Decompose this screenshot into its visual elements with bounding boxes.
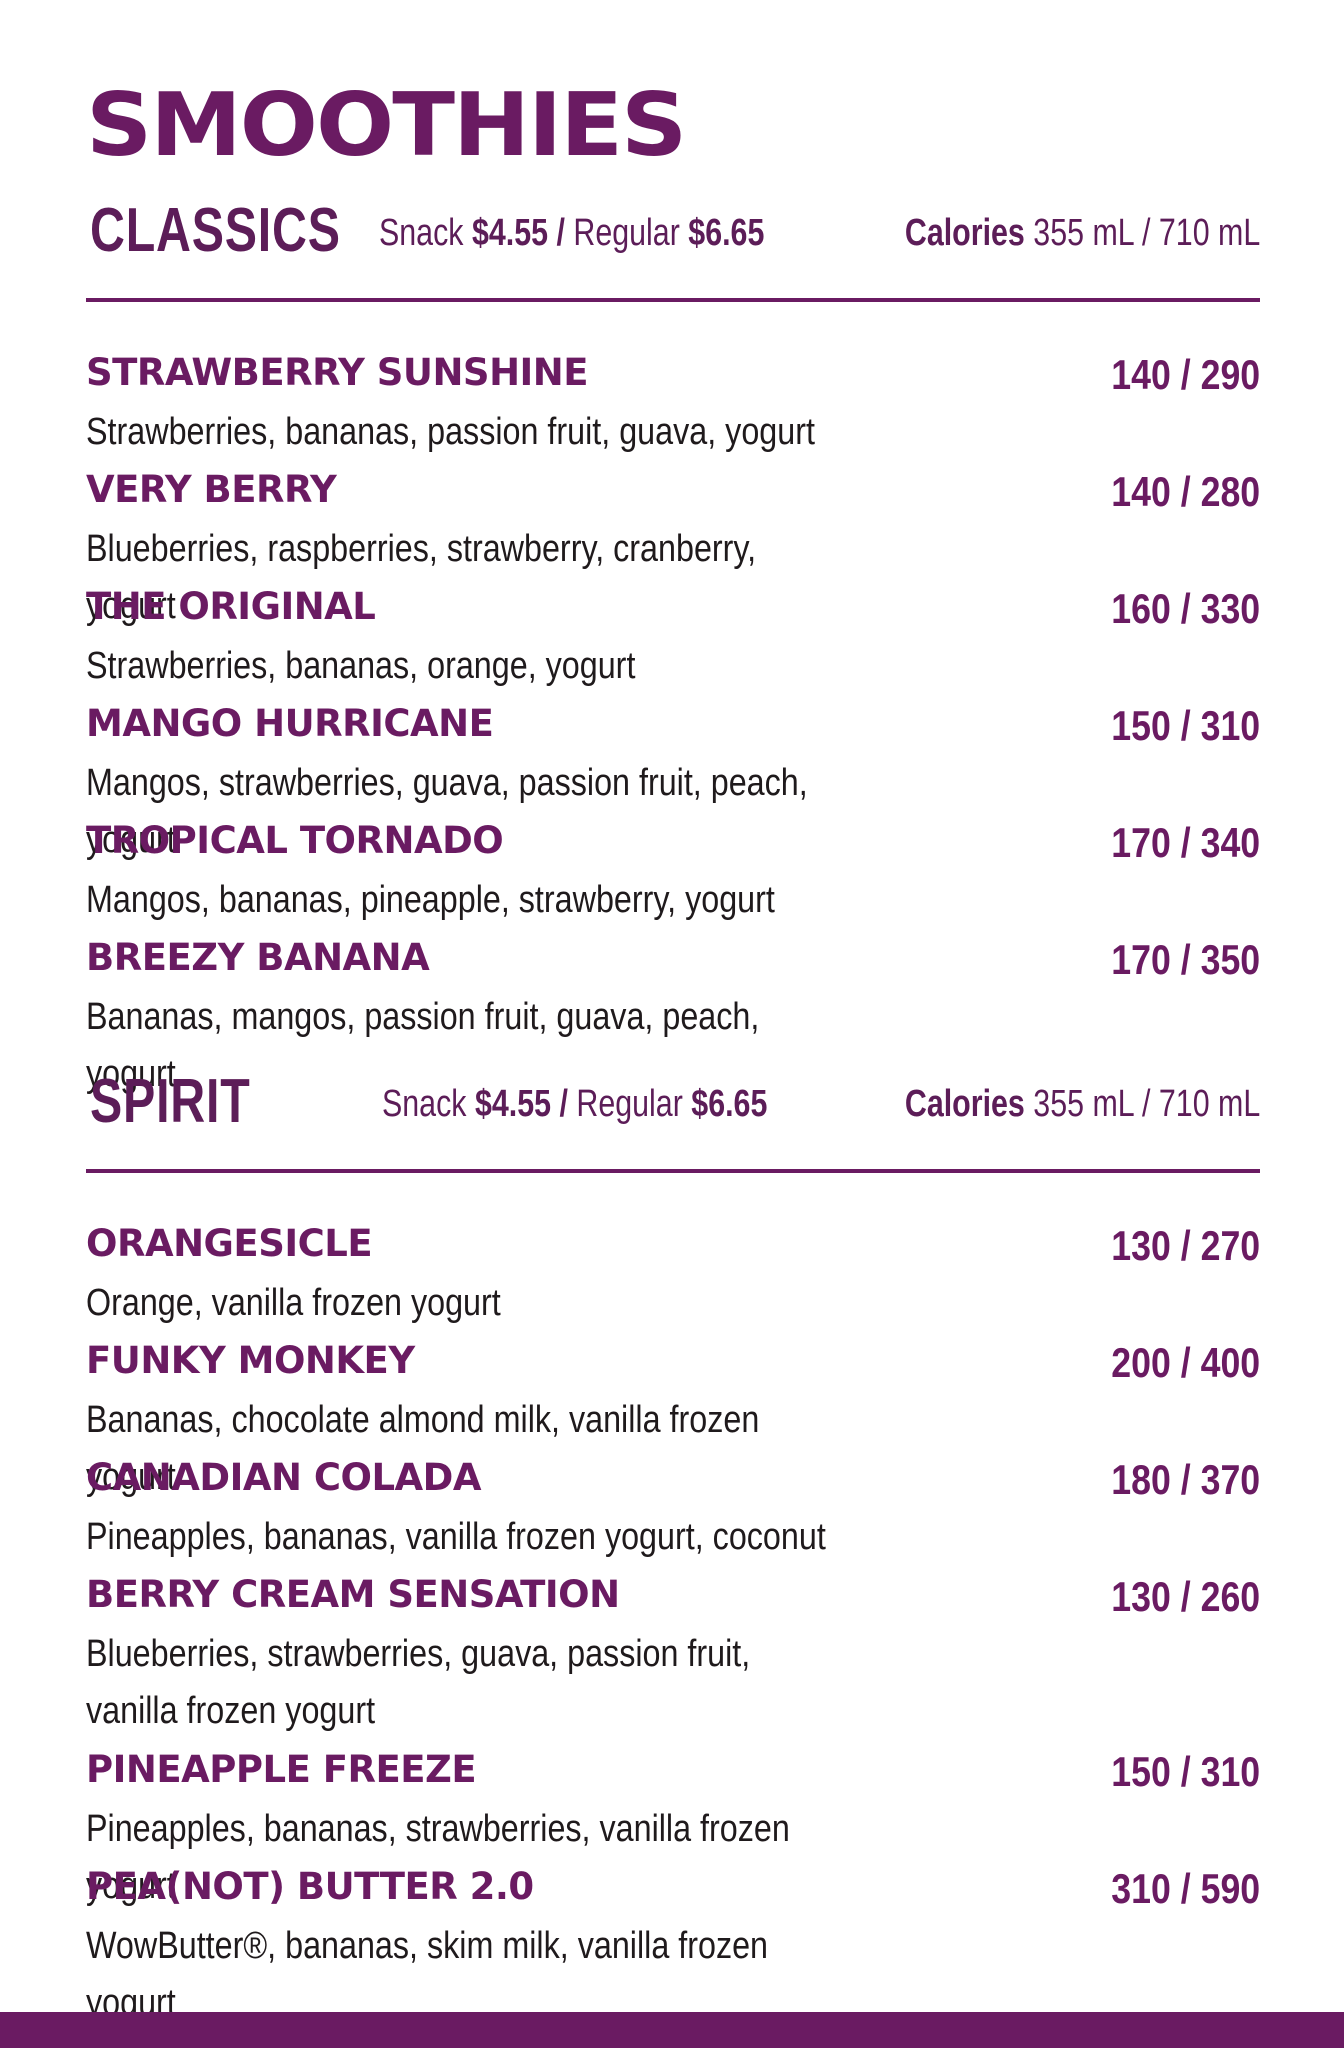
item-description-line-2: vanilla frozen yogurt	[86, 1690, 376, 1732]
calories-label: Calories	[904, 1083, 1025, 1125]
item-calories: 310 / 590	[1111, 1865, 1260, 1912]
item-calories: 130 / 260	[1111, 1573, 1260, 1620]
calories-sizes: 355 mL / 710 mL	[1032, 212, 1260, 254]
item-name: ORANGESICLE	[86, 1222, 373, 1265]
section-classics: CLASSICS Snack $4.55 / Regular $6.65 Cal…	[86, 200, 1260, 1095]
snack-label: Snack	[382, 1083, 467, 1125]
page-title: SMOOTHIES	[86, 74, 687, 177]
regular-price: $6.65	[691, 1083, 768, 1125]
calories-label: Calories	[904, 212, 1025, 254]
item-name: PINEAPPLE FREEZE	[86, 1748, 477, 1791]
item-name: VERY BERRY	[86, 468, 337, 511]
item-name: PEA(NOT) BUTTER 2.0	[86, 1865, 534, 1908]
item-name: CANADIAN COLADA	[86, 1456, 482, 1499]
item-name: BERRY CREAM SENSATION	[86, 1573, 620, 1616]
calories-sizes: 355 mL / 710 mL	[1032, 1083, 1260, 1125]
section-divider	[86, 1169, 1260, 1173]
item-calories: 150 / 310	[1111, 1748, 1260, 1795]
price-separator: /	[556, 212, 565, 254]
item-description: Bananas, chocolate almond milk, vanilla …	[86, 1399, 760, 1498]
item-description: Strawberries, bananas, passion fruit, gu…	[86, 411, 815, 453]
item-description: Mangos, bananas, pineapple, strawberry, …	[86, 879, 775, 921]
price-info: Snack $4.55 / Regular $6.65	[382, 1085, 767, 1123]
item-calories: 170 / 340	[1111, 819, 1260, 866]
regular-label: Regular	[576, 1083, 683, 1125]
price-info: Snack $4.55 / Regular $6.65	[379, 214, 764, 252]
item-calories: 150 / 310	[1111, 702, 1260, 749]
item-description: Strawberries, bananas, orange, yogurt	[86, 645, 636, 687]
item-name: THE ORIGINAL	[86, 585, 376, 628]
item-name: MANGO HURRICANE	[86, 702, 494, 745]
section-title: CLASSICS	[90, 196, 341, 265]
item-description: Orange, vanilla frozen yogurt	[86, 1282, 501, 1324]
item-calories: 160 / 330	[1111, 585, 1260, 632]
item-calories: 140 / 280	[1111, 468, 1260, 515]
regular-label: Regular	[573, 212, 680, 254]
item-name: TROPICAL TORNADO	[86, 819, 504, 862]
item-description: Mangos, strawberries, guava, passion fru…	[86, 762, 808, 861]
item-description: Blueberries, raspberries, strawberry, cr…	[86, 528, 757, 627]
snack-price: $4.55	[474, 1083, 552, 1125]
item-calories: 140 / 290	[1111, 351, 1260, 398]
item-calories: 200 / 400	[1111, 1339, 1260, 1386]
item-name: FUNKY MONKEY	[86, 1339, 415, 1382]
footer-bar	[0, 2012, 1344, 2048]
item-name: BREEZY BANANA	[86, 936, 430, 979]
section-header: SPIRIT Snack $4.55 / Regular $6.65 Calor…	[86, 1071, 1260, 1161]
item-description: Bananas, mangos, passion fruit, guava, p…	[86, 996, 760, 1095]
item-calories: 180 / 370	[1111, 1456, 1260, 1503]
section-divider	[86, 298, 1260, 302]
section-header: CLASSICS Snack $4.55 / Regular $6.65 Cal…	[86, 200, 1260, 290]
item-calories: 130 / 270	[1111, 1222, 1260, 1269]
calories-info: Calories 355 mL / 710 mL	[905, 1085, 1260, 1123]
snack-label: Snack	[379, 212, 464, 254]
snack-price: $4.55	[471, 212, 549, 254]
item-name: STRAWBERRY SUNSHINE	[86, 351, 589, 394]
item-description: Blueberries, strawberries, guava, passio…	[86, 1633, 751, 1675]
item-description: Pineapples, bananas, strawberries, vanil…	[86, 1808, 790, 1907]
item-calories: 170 / 350	[1111, 936, 1260, 983]
price-separator: /	[559, 1083, 568, 1125]
regular-price: $6.65	[688, 212, 765, 254]
section-spirit: SPIRIT Snack $4.55 / Regular $6.65 Calor…	[86, 1071, 1260, 2024]
calories-info: Calories 355 mL / 710 mL	[905, 214, 1260, 252]
item-description: Pineapples, bananas, vanilla frozen yogu…	[86, 1516, 826, 1558]
section-title: SPIRIT	[90, 1067, 251, 1136]
